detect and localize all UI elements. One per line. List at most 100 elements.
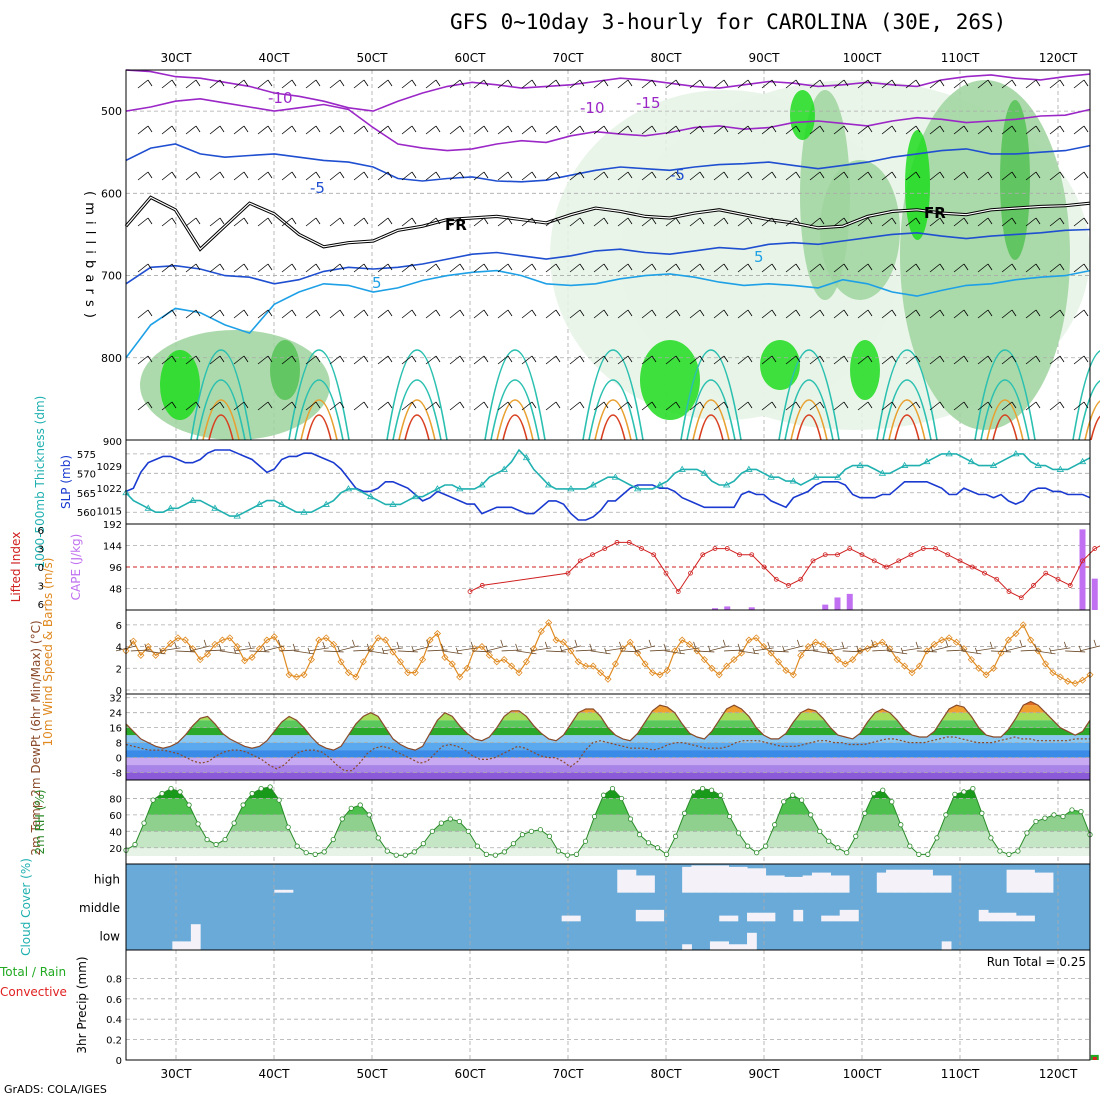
wind-barb — [977, 355, 993, 365]
cloud-cell-high — [895, 869, 906, 893]
wind-barb — [1073, 79, 1089, 89]
wind-speed-marker — [611, 660, 619, 668]
upper-air-panel: -10 -10 -15 -5 -5 5 5 FR FR 500 600 700 800 — [101, 69, 1100, 441]
cloud-cell-low — [941, 941, 952, 950]
precip-bar-convective — [1092, 1056, 1097, 1060]
wind-barb — [497, 217, 513, 227]
wind-barb — [872, 643, 893, 652]
isotherm-loop — [986, 399, 1024, 441]
rh-marker — [645, 840, 652, 846]
date-tick-bottom: 80CT — [651, 1067, 683, 1081]
wind-speed-marker — [307, 656, 315, 664]
wind-barb — [977, 79, 993, 89]
wind-barb — [209, 217, 225, 227]
wind-speed-marker — [804, 643, 812, 651]
rh-marker — [934, 835, 940, 841]
wind-barb — [724, 643, 745, 652]
cloud-cell-middle — [849, 909, 859, 922]
wind-speed-marker — [1071, 679, 1079, 688]
lifted-index-marker — [933, 546, 938, 551]
rh-marker — [429, 828, 435, 834]
wind-speed-marker — [448, 660, 456, 668]
rh-marker — [609, 785, 616, 792]
wind-speed-marker — [975, 664, 983, 672]
cloud-cell-high — [913, 869, 924, 893]
temp-band — [126, 750, 1090, 758]
thickness-slp-panel-background — [126, 440, 1090, 524]
wind-speed-marker — [411, 669, 419, 677]
wind-barb — [377, 125, 393, 135]
rh-shading — [905, 130, 930, 240]
wind-barb — [137, 401, 153, 411]
wind-barb — [329, 79, 345, 89]
wind-barb — [737, 309, 753, 319]
wind-barb — [977, 171, 993, 181]
wind-barb — [953, 125, 969, 135]
wind-barb — [617, 79, 633, 89]
wind-barb — [161, 263, 177, 273]
rh-marker — [627, 816, 634, 822]
cloud-cell-high — [728, 866, 739, 893]
wind-speed-marker — [797, 651, 805, 659]
wind-barb — [929, 79, 945, 89]
wind-barb — [665, 171, 681, 181]
thickness-marker — [144, 504, 152, 511]
wind-barb — [593, 263, 609, 273]
wind-barb — [209, 401, 225, 411]
y-tick-label-left: 570 — [77, 469, 96, 480]
lifted-index-marker — [639, 546, 644, 551]
cloud-axis-label: Cloud Cover (%) — [19, 858, 33, 956]
wind-barb — [185, 217, 201, 227]
wind-speed-marker — [559, 638, 568, 646]
wind-barb — [1073, 125, 1089, 135]
wind-barb — [857, 263, 873, 273]
stability-panel-background — [126, 524, 1090, 610]
wind-barb — [473, 125, 489, 135]
date-tick-bottom: 60CT — [455, 1067, 487, 1081]
wind-speed-marker — [700, 656, 708, 664]
thickness-marker — [255, 500, 264, 507]
wind-barb — [953, 309, 969, 319]
wind-barb — [160, 641, 181, 652]
isotherm-line — [125, 269, 1091, 359]
rh-marker — [1006, 851, 1012, 857]
wind-barb — [425, 79, 441, 89]
thickness-marker — [900, 461, 909, 468]
temp-band — [126, 727, 1090, 736]
isotherm-loop — [1072, 350, 1100, 441]
wind-barb — [1025, 125, 1041, 135]
wind-speed-marker — [663, 666, 671, 675]
wind-barb — [833, 355, 849, 365]
rh-marker — [1060, 813, 1066, 820]
y-tick-label-right: 144 — [103, 542, 122, 553]
wind-barb — [185, 79, 201, 89]
wind-barb — [521, 263, 537, 273]
wind-speed-marker — [1049, 669, 1057, 677]
freezing-level-line — [125, 196, 1091, 251]
wind-speed-marker — [1012, 629, 1020, 638]
rh-marker — [709, 787, 715, 793]
rh-marker — [1078, 808, 1084, 815]
wind-barb — [233, 401, 249, 411]
isotherm-loop — [190, 349, 252, 441]
wind-barb — [204, 643, 226, 652]
wind-barb — [569, 309, 585, 319]
wind-speed-marker — [1019, 621, 1027, 629]
wind-speed-marker — [241, 657, 249, 665]
rh-marker — [303, 850, 309, 856]
rh-marker — [618, 795, 625, 802]
wind-speed-marker — [144, 643, 152, 651]
wind-barb — [761, 125, 777, 135]
rh-shading — [900, 80, 1070, 430]
cloud-cell-high — [830, 875, 841, 893]
cloud-cell-high — [1043, 872, 1054, 893]
isotherm-loop — [686, 379, 736, 441]
wind-speed-marker — [463, 664, 471, 672]
rh-marker — [465, 828, 471, 834]
wind-barb — [449, 171, 465, 181]
wind-barb — [1073, 217, 1089, 227]
y-tick-label: 500 — [101, 105, 122, 118]
thickness-marker — [344, 485, 353, 492]
wind-speed-marker — [545, 619, 553, 627]
wind-barb — [689, 263, 705, 273]
